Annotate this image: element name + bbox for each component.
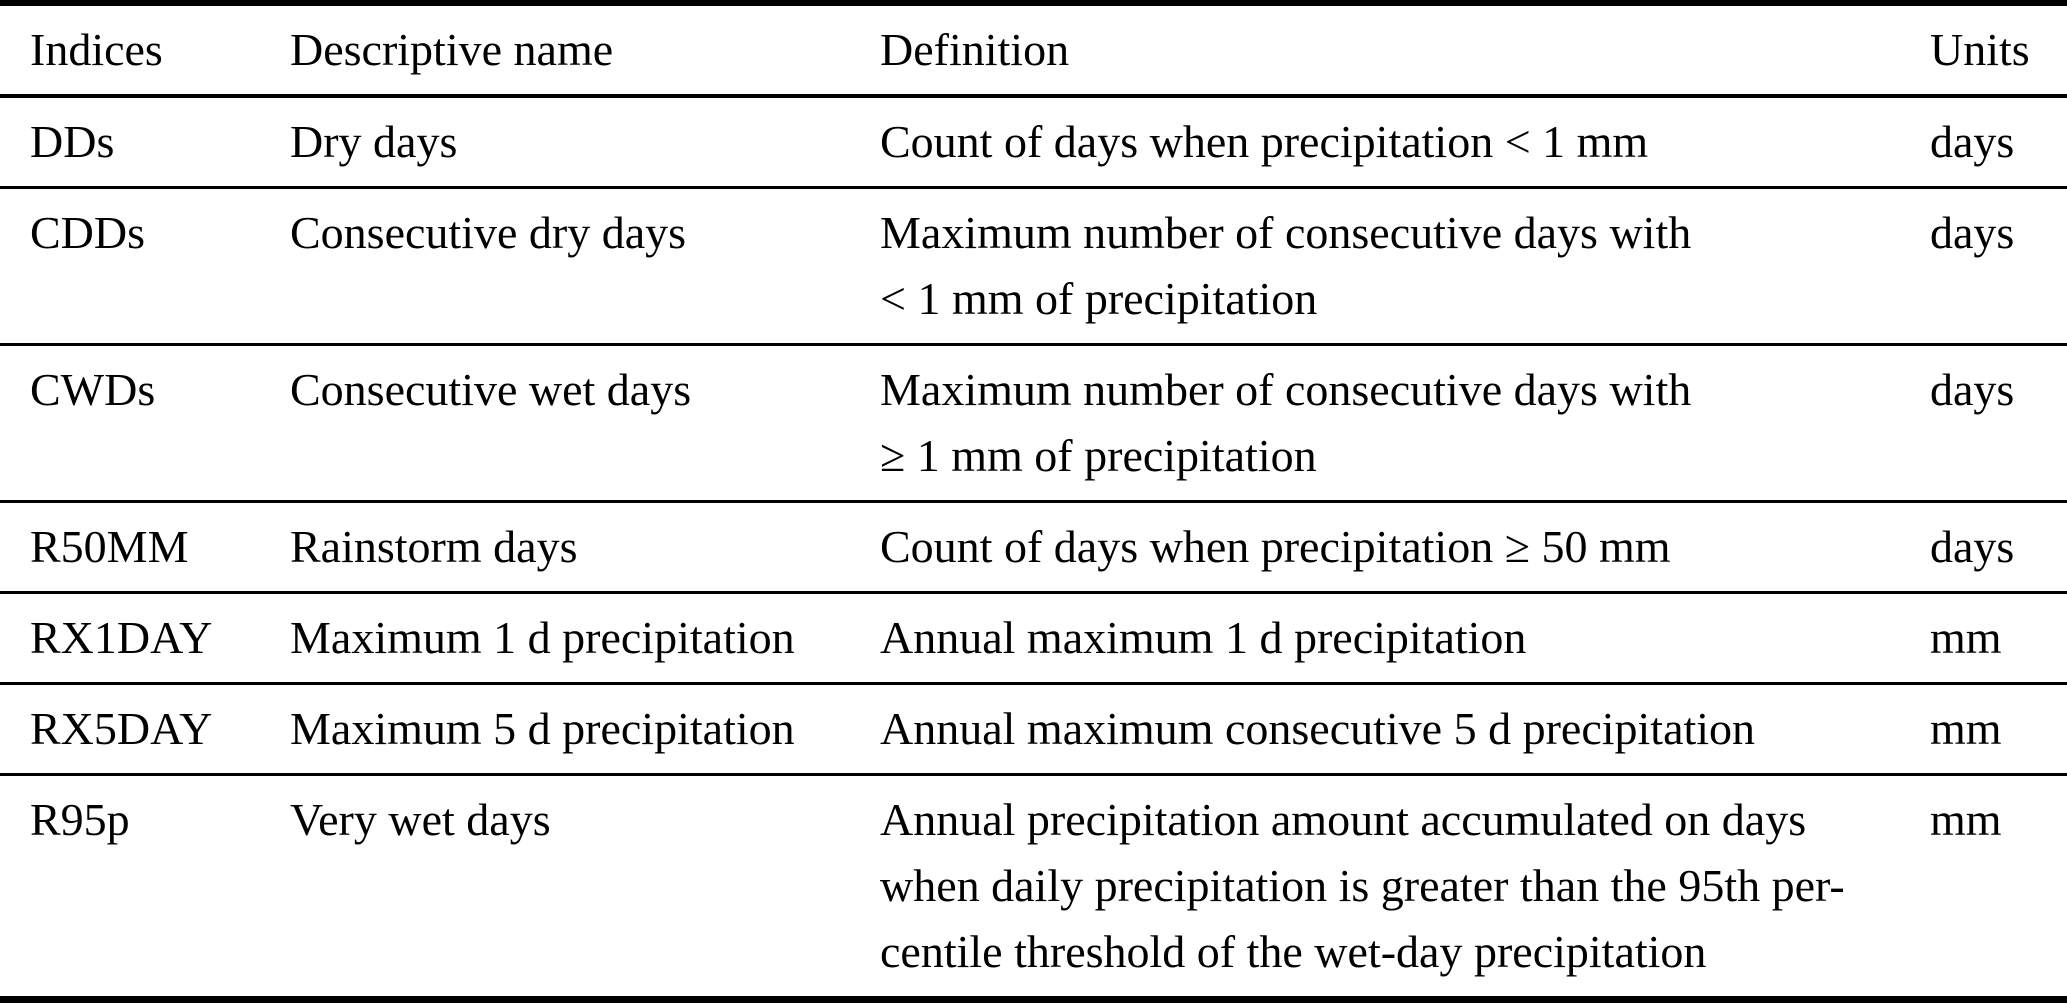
table-row-r50mm: R50MM Rainstorm days Count of days when … — [0, 501, 2067, 593]
column-header-units: Units — [1930, 24, 2030, 75]
table-row-dds: DDs Dry days Count of days when precipit… — [0, 96, 2067, 188]
header-row: Indices Descriptive name Definition Unit… — [0, 3, 2067, 96]
index-code: CWDs — [30, 364, 156, 415]
index-code: R50MM — [30, 521, 189, 572]
units-value: days — [1930, 364, 2015, 415]
index-code: CDDs — [30, 207, 146, 258]
descriptive-name: Dry days — [290, 116, 458, 167]
column-header-descriptive-name: Descriptive name — [290, 24, 614, 75]
table-row-r95p: R95p Very wet days Annual precipitation … — [0, 774, 2067, 1000]
units-value: mm — [1930, 794, 2002, 845]
table-row-cdds: CDDs Consecutive dry days Maximum number… — [0, 187, 2067, 345]
descriptive-name: Maximum 1 d precipitation — [290, 612, 795, 663]
definition-text: Count of days when precipitation ≥ 50 mm — [880, 521, 1671, 572]
units-value: days — [1930, 521, 2015, 572]
units-value: days — [1930, 207, 2015, 258]
definition-text: Maximum number of consecutive days with … — [880, 207, 1692, 324]
index-code: DDs — [30, 116, 115, 167]
descriptive-name: Consecutive dry days — [290, 207, 687, 258]
index-code: R95p — [30, 794, 130, 845]
index-code: RX5DAY — [30, 703, 213, 754]
definition-text: Annual maximum consecutive 5 d precipita… — [880, 703, 1756, 754]
column-header-indices: Indices — [30, 24, 163, 75]
units-value: days — [1930, 116, 2015, 167]
table-row-rx1day: RX1DAY Maximum 1 d precipitation Annual … — [0, 592, 2067, 684]
table-row-rx5day: RX5DAY Maximum 5 d precipitation Annual … — [0, 683, 2067, 775]
descriptive-name: Very wet days — [290, 794, 551, 845]
table-row-cwds: CWDs Consecutive wet days Maximum number… — [0, 344, 2067, 502]
definition-text: Maximum number of consecutive days with … — [880, 364, 1692, 481]
definition-text: Annual precipitation amount accumulated … — [880, 794, 1845, 977]
column-header-definition: Definition — [880, 24, 1070, 75]
descriptive-name: Rainstorm days — [290, 521, 578, 572]
definition-text: Count of days when precipitation < 1 mm — [880, 116, 1649, 167]
units-value: mm — [1930, 612, 2002, 663]
units-value: mm — [1930, 703, 2002, 754]
descriptive-name: Consecutive wet days — [290, 364, 692, 415]
descriptive-name: Maximum 5 d precipitation — [290, 703, 795, 754]
index-code: RX1DAY — [30, 612, 213, 663]
definition-text: Annual maximum 1 d precipitation — [880, 612, 1527, 663]
